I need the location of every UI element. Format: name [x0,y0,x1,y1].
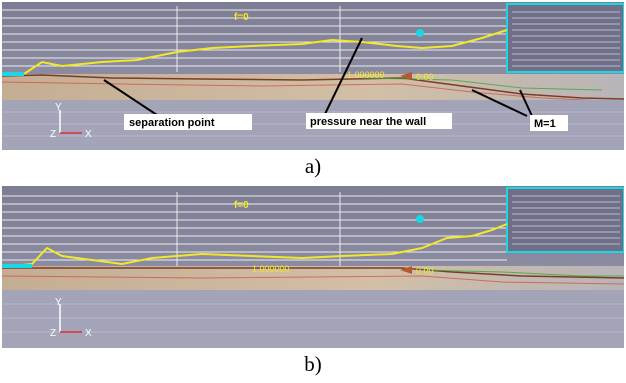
axes-triad: Y Z X [50,297,92,339]
axis-z-label: Z [50,129,56,140]
separation-point-label: separation point [129,117,215,129]
caption-a: a) [304,154,322,178]
top-marker-label: f=0 [234,200,249,211]
probe-marker [416,29,424,37]
scale-label: 1.000000 [347,70,385,80]
pressure-wall-box [306,113,452,129]
flow-field [2,266,624,290]
streamline-green [421,269,624,277]
top-marker-label: f=0 [234,12,249,23]
probe-marker [416,215,424,223]
scale-label-right: 0.00 [416,72,434,82]
axis-x-label: X [85,328,92,339]
pressure-curve [23,29,508,75]
streamline-green [361,77,603,91]
annotation-leaders [103,37,533,117]
axis-y-label: Y [55,297,62,308]
axes-triad: Y Z X [50,102,92,140]
lower-band [2,290,624,348]
scale-label: 1.000000 [252,264,290,274]
inset-panel [506,187,624,253]
panel-b-visualization: f=0 1.000000 0.00 Y Z X [2,186,624,348]
streamline [2,275,624,285]
shear-layer-line [2,74,624,100]
caption-b: b) [304,352,322,376]
inset-panel [506,3,624,73]
shock-marker [400,72,412,80]
axis-y-label: Y [55,102,62,113]
gridlines [2,6,507,72]
pressure-curve [11,223,508,267]
mach-line-box [530,115,568,131]
streamline [2,81,624,103]
mach-line-label: M=1 [534,118,556,130]
pressure-wall-label: pressure near the wall [310,116,426,128]
axis-x-label: X [85,129,92,140]
panel-a-visualization: f=0 1.000000 0.00 Y Z X separation point… [2,2,624,150]
separation-point-box [124,114,252,130]
shock-marker [400,266,412,274]
axis-z-label: Z [50,328,56,339]
scale-label-right: 0.00 [416,266,434,276]
